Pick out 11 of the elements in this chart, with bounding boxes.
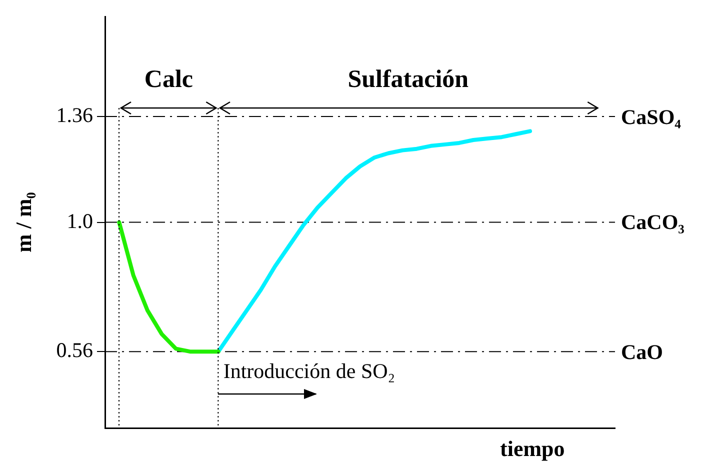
y-tick-label: 1.0 [66, 208, 93, 233]
annotation: Sulfatación [346, 66, 470, 94]
y-tick-label: 1.36 [56, 103, 93, 128]
annotation: Introducción de SO₂ [223, 358, 396, 384]
ref-line-label: CaO [621, 338, 663, 365]
ref-line-label: CaCO₃ [621, 209, 684, 236]
y-tick-label: 0.56 [56, 338, 93, 362]
y-axis-title: m / m₀ [10, 192, 36, 252]
annotation: Calc [143, 66, 194, 94]
ref-line-label: CaSO₄ [621, 104, 681, 130]
x-axis-title: tiempo [500, 436, 565, 462]
